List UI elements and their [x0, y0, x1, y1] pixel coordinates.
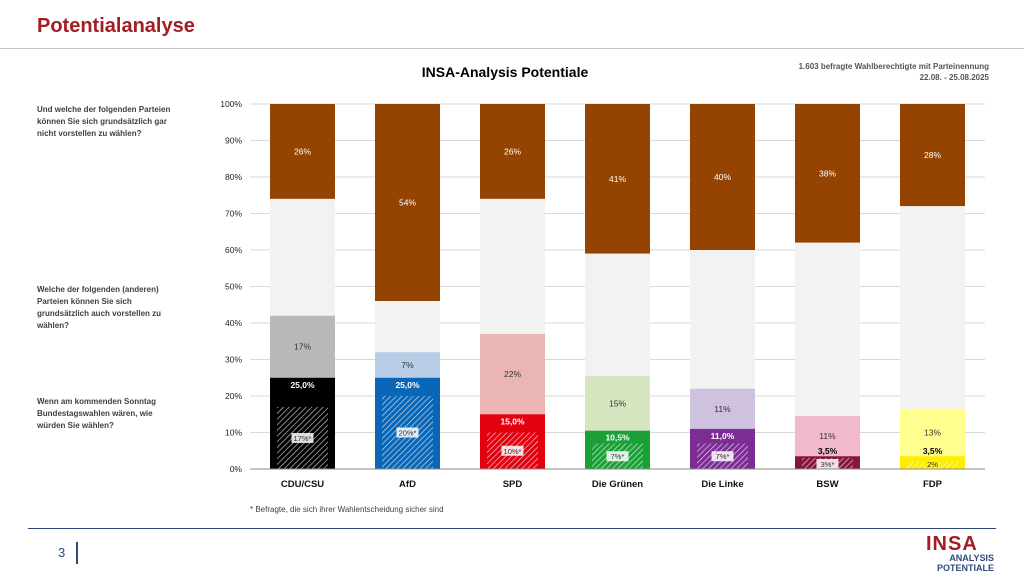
bar-potential: [375, 352, 440, 378]
question-potential: Welche der folgenden (anderen) Parteien …: [37, 285, 162, 330]
x-category-label: SPD: [503, 479, 523, 490]
vote-data-label: 10,5%: [605, 433, 630, 443]
sample-size-text: 1.603 befragte Wahlberechtigte mit Parte…: [798, 62, 989, 71]
footer-divider: [28, 528, 996, 529]
bar-undecided: [480, 198, 545, 334]
y-tick-label: 80%: [225, 172, 242, 182]
sure-label-bg: [711, 451, 734, 462]
y-tick-label: 100%: [220, 99, 242, 109]
x-category-label: Die Grünen: [592, 479, 643, 490]
sample-info: 1.603 befragte Wahlberechtigte mit Parte…: [799, 61, 989, 83]
y-tick-label: 90%: [225, 136, 242, 146]
bar-rejection: [585, 104, 650, 254]
vote-data-label: 15,0%: [500, 416, 525, 426]
sure-data-label: 2%: [927, 460, 938, 469]
question-rejection: Und welche der folgenden Parteien können…: [37, 105, 171, 138]
sure-data-label: 10%*: [504, 447, 522, 456]
bar-undecided: [270, 198, 335, 316]
potential-data-label: 17%: [294, 342, 311, 352]
y-tick-label: 30%: [225, 355, 242, 365]
insa-logo: INSA ANALYSIS POTENTIALE: [922, 533, 994, 573]
sure-label-bg: [396, 427, 419, 438]
potential-data-label: 22%: [504, 369, 521, 379]
sure-data-label: 3%*: [821, 460, 835, 469]
slide-title: Potentialanalyse: [37, 15, 195, 37]
page-number-bar: [76, 542, 78, 564]
chart-title: INSA-Analysis Potentiale: [421, 64, 589, 80]
y-tick-label: 10%: [225, 428, 242, 438]
sure-data-label: 20%*: [399, 429, 417, 438]
bar-potential: [480, 333, 545, 415]
question-vote: Wenn am kommenden Sonntag Bundestagswahl…: [37, 397, 156, 430]
potential-data-label: 11%: [714, 404, 731, 414]
bar-rejection: [795, 104, 860, 243]
rejection-data-label: 41%: [609, 174, 626, 184]
potential-data-label: 15%: [609, 398, 626, 408]
bar-potential: [270, 315, 335, 378]
y-tick-label: 60%: [225, 245, 242, 255]
bar-rejection: [480, 104, 545, 199]
x-category-label: AfD: [399, 479, 416, 490]
bar-rejection: [375, 104, 440, 302]
logo-potentiale: POTENTIALE: [936, 563, 994, 573]
page-number: 3: [58, 545, 66, 560]
x-category-label: BSW: [816, 479, 838, 490]
sure-label-bg: [606, 451, 629, 462]
y-tick-label: 50%: [225, 282, 242, 292]
sure-data-label: 7%*: [716, 452, 730, 461]
y-tick-label: 40%: [225, 318, 242, 328]
bar-undecided: [375, 301, 440, 353]
title-divider: [0, 48, 1024, 49]
bar-undecided: [795, 242, 860, 417]
footnote: * Befragte, die sich ihrer Wahlentscheid…: [250, 505, 444, 514]
y-tick-label: 20%: [225, 391, 242, 401]
bar-undecided: [900, 206, 965, 409]
bar-sure-voters-hatch: [907, 461, 958, 469]
x-category-label: FDP: [923, 479, 943, 490]
y-tick-label: 70%: [225, 209, 242, 219]
bar-potential: [900, 408, 965, 457]
x-category-label: Die Linke: [701, 479, 743, 490]
sure-label-bg: [816, 459, 839, 469]
bar-potential: [690, 388, 755, 429]
vote-data-label: 3,5%: [818, 446, 838, 456]
rejection-data-label: 26%: [504, 146, 521, 156]
sure-data-label: 7%*: [611, 452, 625, 461]
rejection-data-label: 54%: [399, 198, 416, 208]
survey-period-text: 22.08. - 25.08.2025: [919, 73, 989, 82]
bar-rejection: [690, 104, 755, 250]
bar-undecided: [690, 250, 755, 389]
vote-data-label: 25,0%: [290, 380, 315, 390]
bar-undecided: [585, 253, 650, 376]
vote-data-label: 3,5%: [923, 446, 943, 456]
rejection-data-label: 28%: [924, 150, 941, 160]
bar-rejection: [900, 104, 965, 207]
rejection-data-label: 38%: [819, 168, 836, 178]
sure-label-bg: [291, 432, 314, 443]
potential-data-label: 11%: [819, 431, 836, 441]
potential-data-label: 7%: [401, 360, 414, 370]
rejection-data-label: 40%: [714, 172, 731, 182]
bar-rejection: [270, 104, 335, 199]
vote-data-label: 11,0%: [711, 431, 735, 441]
rejection-data-label: 26%: [294, 146, 311, 156]
logo-analysis: ANALYSIS: [949, 553, 994, 563]
x-category-label: CDU/CSU: [281, 479, 324, 490]
y-tick-label: 0%: [230, 464, 243, 474]
bar-potential: [585, 375, 650, 431]
bar-potential: [795, 416, 860, 457]
sure-data-label: 17%*: [294, 434, 312, 443]
vote-data-label: 25,0%: [395, 380, 420, 390]
sure-label-bg: [501, 445, 524, 456]
potential-data-label: 13%: [924, 428, 941, 438]
logo-wordmark: INSA: [926, 533, 978, 555]
